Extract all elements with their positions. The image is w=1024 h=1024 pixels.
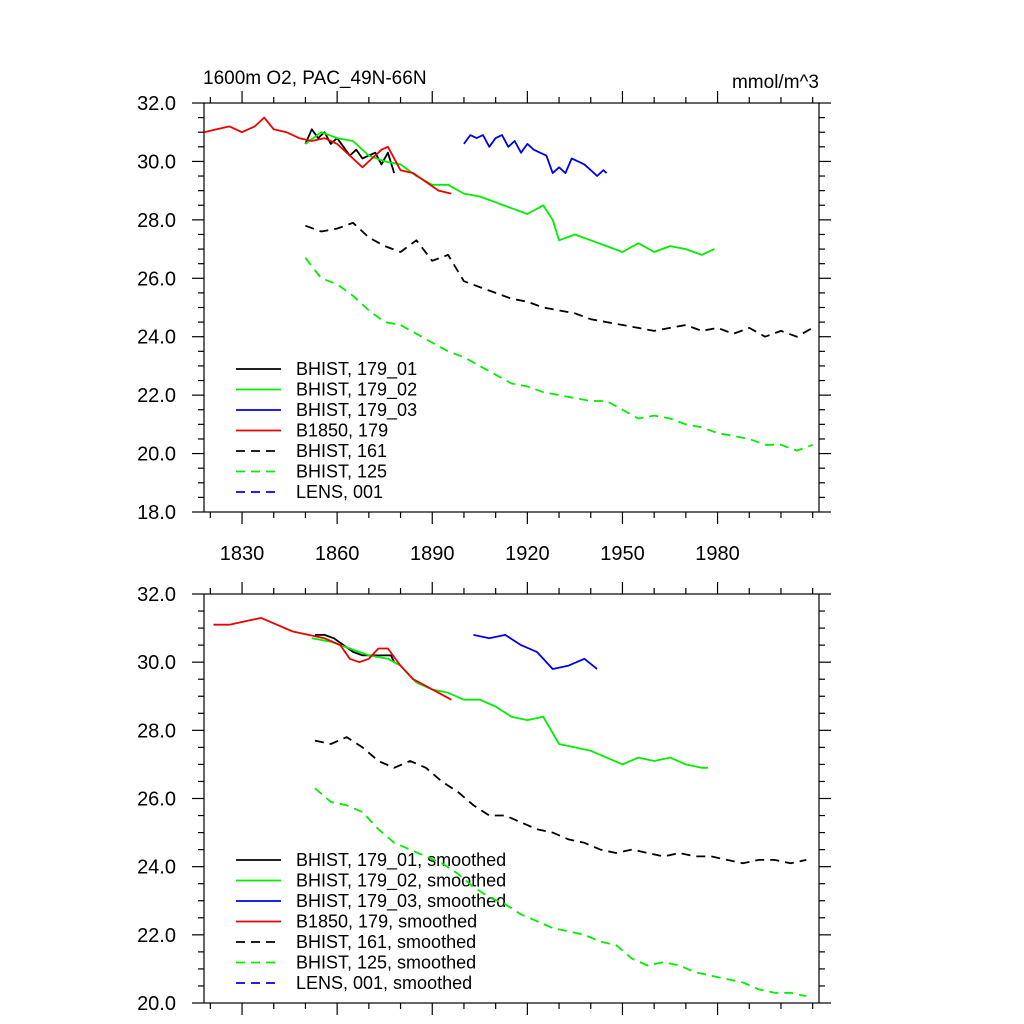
x-tick-label: 1920	[505, 543, 550, 565]
y-tick-label: 26.0	[137, 268, 176, 290]
legend-label: B1850, 179	[296, 421, 388, 441]
legend-label: BHIST, 179_02, smoothed	[296, 871, 506, 892]
series-line-bhist-125	[304, 257, 814, 452]
series-line-b1850-179	[203, 116, 452, 195]
series-line-bhist-161	[305, 221, 814, 338]
series-line-bhist-179-03-smoothed	[473, 634, 598, 670]
legend-label: BHIST, 161, smoothed	[296, 932, 476, 952]
legend-label: LENS, 001, smoothed	[296, 973, 472, 993]
x-tick-label: 1830	[220, 543, 265, 565]
series-line-b1850-179-smoothed	[213, 617, 452, 701]
y-tick-label: 26.0	[137, 789, 176, 811]
series-line-bhist-125-smoothed	[314, 787, 807, 998]
legend-label: B1850, 179, smoothed	[296, 912, 477, 932]
y-tick-label: 20.0	[137, 444, 176, 466]
y-tick-label: 30.0	[137, 151, 176, 173]
y-tick-label: 24.0	[137, 857, 176, 879]
series-line-bhist-179-02	[304, 131, 715, 256]
y-tick-label: 28.0	[137, 720, 176, 742]
y-tick-label: 20.0	[137, 993, 176, 1015]
series-line-bhist-179-02-smoothed	[311, 637, 708, 769]
legend-label: BHIST, 179_01	[296, 359, 417, 380]
legend-label: BHIST, 125, smoothed	[296, 953, 476, 973]
bottom-panel: 20.0 22.0 24.0 26.0 28.0 30.0 32.0 BHIST, 179_0…	[137, 582, 831, 1015]
legend-label: BHIST, 179_01, smoothed	[296, 850, 506, 871]
y-tick-label: 24.0	[137, 327, 176, 349]
top-panel: 1830 1860 1890 1920 1950 1980 18.0 20.0 22.0 24.0…	[137, 91, 831, 565]
y-tick-label: 22.0	[137, 925, 176, 947]
y-tick-label: 22.0	[137, 385, 176, 407]
legend-label: LENS, 001	[296, 482, 383, 502]
units-label: mmol/m^3	[732, 72, 819, 93]
legend-label: BHIST, 179_03, smoothed	[296, 891, 506, 912]
legend-label: BHIST, 125	[296, 462, 387, 482]
y-tick-label: 18.0	[137, 502, 176, 524]
y-tick-label: 28.0	[137, 210, 176, 232]
legend-label: BHIST, 179_02	[296, 380, 417, 401]
series-line-bhist-161-smoothed	[314, 736, 807, 865]
legend-label: BHIST, 179_03	[296, 400, 417, 421]
x-tick-label: 1860	[315, 543, 360, 565]
x-tick-label: 1890	[410, 543, 455, 565]
y-tick-label: 32.0	[137, 584, 176, 606]
chart-title: 1600m O2, PAC_49N-66N	[203, 68, 427, 89]
x-tick-label: 1950	[600, 543, 645, 565]
y-tick-label: 32.0	[137, 93, 176, 115]
legend-label: BHIST, 161	[296, 441, 387, 461]
y-tick-label: 30.0	[137, 652, 176, 674]
series-line-bhist-179-03	[463, 134, 608, 177]
series-line-bhist-179-01-smoothed	[315, 634, 396, 663]
x-tick-label: 1980	[695, 543, 740, 565]
